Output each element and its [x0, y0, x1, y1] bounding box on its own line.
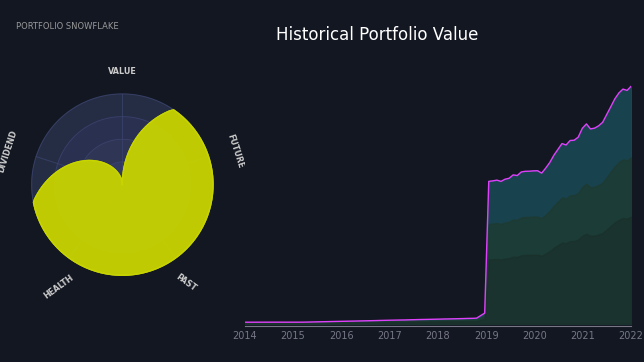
Text: Historical Portfolio Value: Historical Portfolio Value: [276, 26, 478, 43]
Text: VALUE: VALUE: [108, 67, 137, 76]
Text: DIVIDEND: DIVIDEND: [0, 129, 19, 173]
Text: FUTURE: FUTURE: [226, 133, 245, 169]
Text: HEALTH: HEALTH: [42, 273, 75, 300]
Polygon shape: [32, 94, 213, 275]
Polygon shape: [33, 110, 213, 275]
Text: PORTFOLIO SNOWFLAKE: PORTFOLIO SNOWFLAKE: [16, 22, 118, 31]
Polygon shape: [77, 139, 167, 230]
Polygon shape: [54, 117, 191, 253]
Polygon shape: [100, 162, 145, 207]
Text: PAST: PAST: [175, 273, 198, 293]
